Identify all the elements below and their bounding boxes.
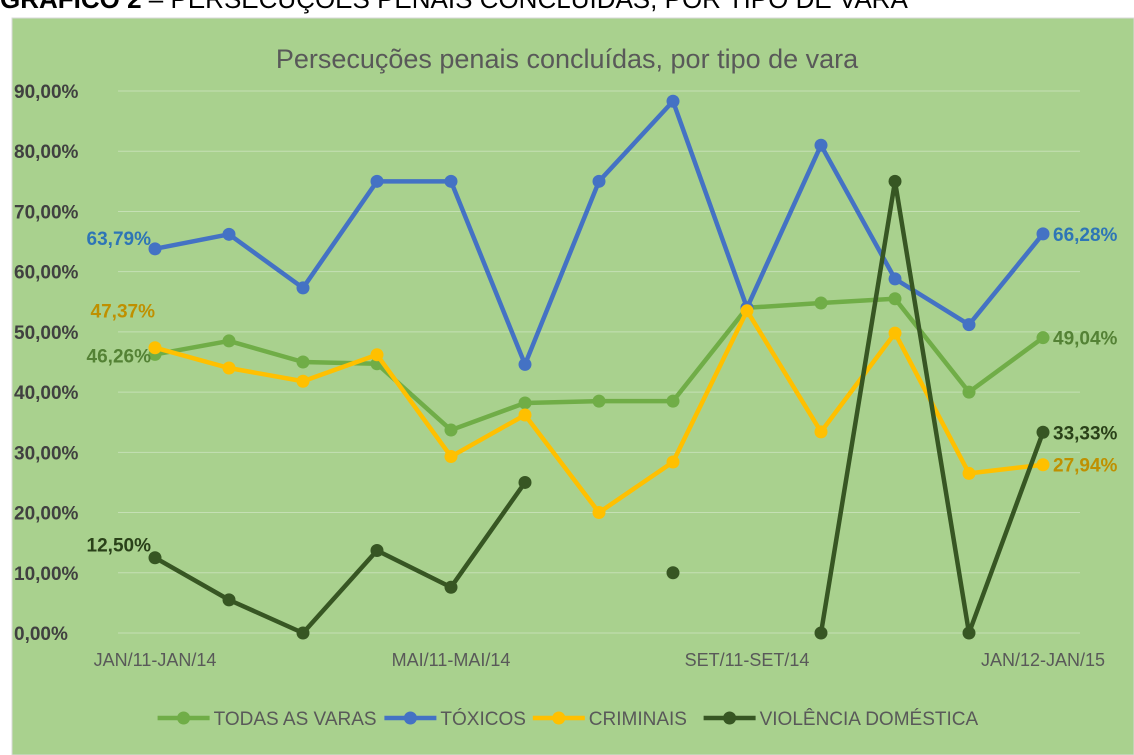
data-point xyxy=(740,304,754,318)
data-point xyxy=(222,227,236,241)
legend-item: CRIMINAIS xyxy=(532,709,687,730)
data-label: 27,94% xyxy=(1053,456,1118,477)
data-point xyxy=(592,174,606,188)
legend-swatch-marker xyxy=(552,711,566,725)
data-point xyxy=(370,174,384,188)
data-point xyxy=(444,580,458,594)
legend-swatch-marker xyxy=(403,711,417,725)
data-point xyxy=(222,334,236,348)
y-tick-label: 80,00% xyxy=(14,142,79,163)
data-point xyxy=(888,326,902,340)
series-line xyxy=(818,179,1046,636)
data-point xyxy=(296,281,310,295)
data-point xyxy=(148,242,162,256)
y-tick-label: 50,00% xyxy=(14,323,79,344)
data-point xyxy=(666,455,680,469)
y-tick-label: 60,00% xyxy=(14,263,79,284)
legend-swatch-marker xyxy=(177,711,191,725)
series-line xyxy=(153,481,527,636)
data-point xyxy=(1036,331,1050,345)
data-point xyxy=(1036,458,1050,472)
data-point xyxy=(296,355,310,369)
data-label: 12,50% xyxy=(87,536,152,557)
y-tick-label: 90,00% xyxy=(14,82,79,103)
data-point xyxy=(444,450,458,464)
data-point xyxy=(444,423,458,437)
x-tick-label: SET/11-SET/14 xyxy=(685,650,810,670)
data-label: 49,04% xyxy=(1053,329,1118,350)
figure-caption: – PERSECUÇÕES PENAIS CONCLUÍDAS, POR TIP… xyxy=(142,0,909,14)
data-point xyxy=(518,396,532,410)
chart-title: Persecuções penais concluídas, por tipo … xyxy=(276,44,859,74)
data-point xyxy=(1036,227,1050,241)
y-tick-label: 0,00% xyxy=(14,624,68,645)
data-label: 33,33% xyxy=(1053,423,1118,444)
data-point xyxy=(444,174,458,188)
data-point xyxy=(666,394,680,408)
data-point xyxy=(518,475,532,489)
data-point xyxy=(962,466,976,480)
y-tick-label: 30,00% xyxy=(14,443,79,464)
legend-label: VIOLÊNCIA DOMÉSTICA xyxy=(760,708,979,730)
data-point xyxy=(370,543,384,557)
data-point xyxy=(962,385,976,399)
data-point xyxy=(592,394,606,408)
data-point xyxy=(814,425,828,439)
data-point xyxy=(666,94,680,108)
data-label: 47,37% xyxy=(91,302,156,323)
data-point xyxy=(1036,425,1050,439)
data-point xyxy=(148,551,162,565)
data-label: 63,79% xyxy=(87,229,152,250)
y-tick-label: 70,00% xyxy=(14,202,79,223)
data-point xyxy=(222,593,236,607)
data-point xyxy=(518,357,532,371)
data-point xyxy=(370,348,384,362)
data-label: 46,26% xyxy=(87,346,152,367)
x-tick-label: MAI/11-MAI/14 xyxy=(392,650,511,670)
legend-item: TÓXICOS xyxy=(384,708,526,730)
legend-label: TÓXICOS xyxy=(440,708,526,730)
figure-header: GRÁFICO 2 – PERSECUÇÕES PENAIS CONCLUÍDA… xyxy=(0,0,908,14)
data-point xyxy=(962,318,976,332)
data-point xyxy=(814,296,828,310)
figure-number: GRÁFICO 2 xyxy=(0,0,142,14)
data-point xyxy=(148,341,162,355)
legend-label: CRIMINAIS xyxy=(589,709,687,730)
legend-swatch-marker xyxy=(723,711,737,725)
legend-item: VIOLÊNCIA DOMÉSTICA xyxy=(703,708,979,730)
y-tick-label: 10,00% xyxy=(14,564,79,585)
chart-area xyxy=(11,17,1134,755)
data-point xyxy=(222,361,236,375)
x-tick-label: JAN/11-JAN/14 xyxy=(94,650,217,670)
data-point xyxy=(518,408,532,422)
data-point xyxy=(888,272,902,286)
y-tick-label: 20,00% xyxy=(14,504,79,525)
data-point xyxy=(814,626,828,640)
data-point xyxy=(888,174,902,188)
data-point xyxy=(888,292,902,306)
data-point xyxy=(962,626,976,640)
data-label: 66,28% xyxy=(1053,225,1118,246)
x-tick-label: JAN/12-JAN/15 xyxy=(981,650,1105,670)
legend-item: TODAS AS VARAS xyxy=(157,709,377,730)
data-point xyxy=(592,506,606,520)
data-point xyxy=(666,566,680,580)
data-point xyxy=(296,626,310,640)
data-point xyxy=(814,138,828,152)
y-tick-label: 40,00% xyxy=(14,383,79,404)
data-point xyxy=(296,374,310,388)
legend-label: TODAS AS VARAS xyxy=(214,709,377,730)
